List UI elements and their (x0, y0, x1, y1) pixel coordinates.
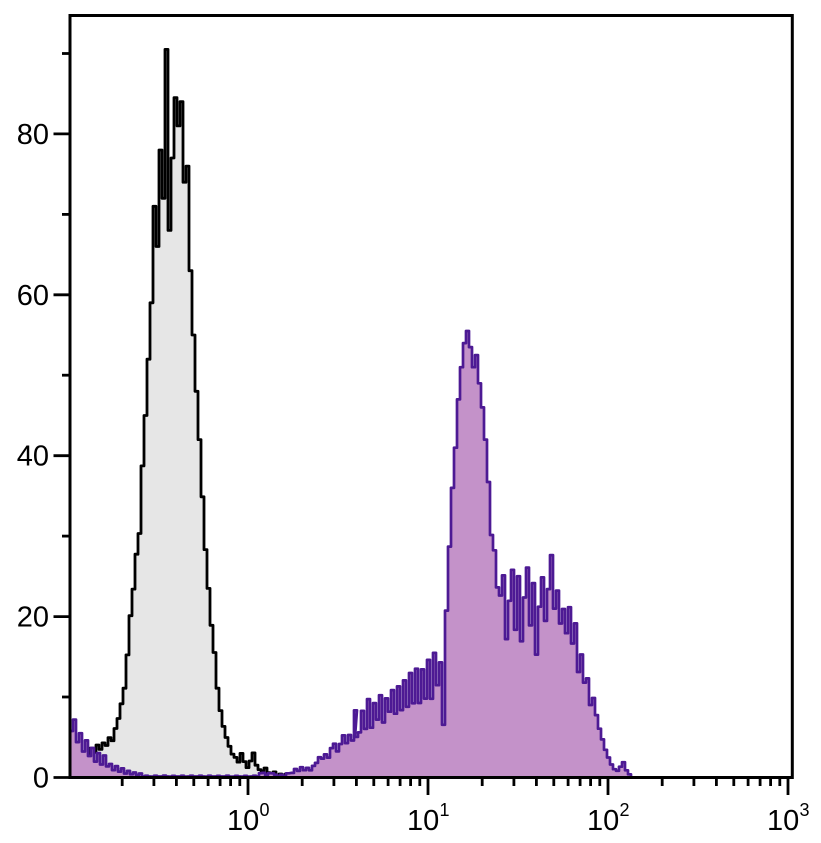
svg-text:10: 10 (767, 805, 799, 837)
svg-text:0: 0 (33, 763, 49, 795)
svg-text:1: 1 (440, 800, 450, 820)
svg-text:10: 10 (587, 805, 619, 837)
svg-text:40: 40 (17, 441, 49, 473)
svg-text:3: 3 (800, 800, 810, 820)
svg-text:80: 80 (17, 119, 49, 151)
svg-text:0: 0 (260, 800, 270, 820)
svg-text:20: 20 (17, 602, 49, 634)
svg-text:10: 10 (227, 805, 259, 837)
svg-text:2: 2 (620, 800, 630, 820)
svg-text:60: 60 (17, 280, 49, 312)
svg-text:10: 10 (407, 805, 439, 837)
